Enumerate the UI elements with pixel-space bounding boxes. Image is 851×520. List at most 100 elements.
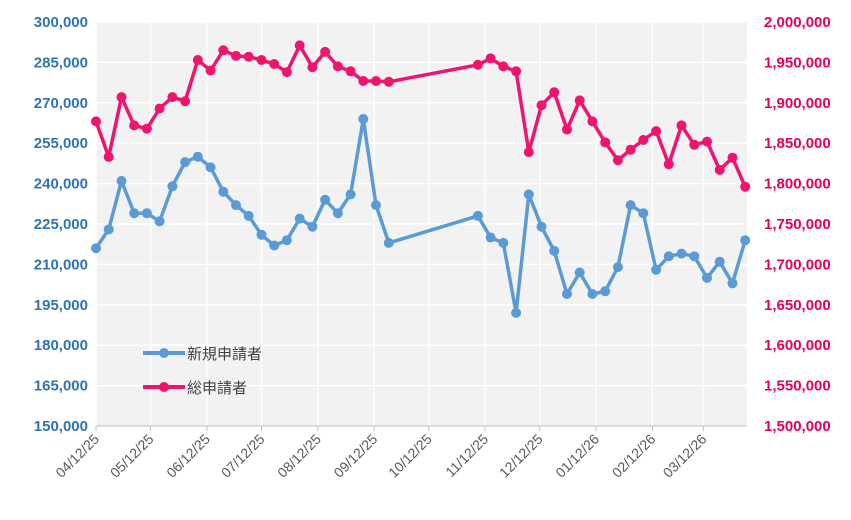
data-point-new (345, 189, 356, 200)
data-point-total (269, 59, 280, 69)
series-layer (91, 40, 751, 318)
data-point-new (256, 229, 267, 240)
left-tick-label: 150,000 (34, 418, 88, 435)
x-tick-label: 01/12/26 (552, 431, 602, 481)
data-point-new (180, 157, 191, 168)
data-point-total (651, 126, 662, 137)
right-tick-label: 1,500,000 (764, 418, 831, 435)
series-line-total (94, 43, 747, 188)
data-point-new (129, 208, 140, 219)
data-point-new (714, 256, 725, 267)
right-tick-label: 1,850,000 (764, 135, 831, 152)
x-tick-label: 11/12/25 (442, 431, 491, 480)
data-point-total (256, 55, 267, 65)
data-point-total (498, 61, 509, 72)
data-point-total (358, 76, 369, 86)
data-point-total (638, 135, 649, 145)
data-point-total (485, 53, 496, 64)
x-tick-label: 04/12/25 (52, 431, 102, 481)
data-point-new (702, 272, 712, 283)
data-point-total (562, 124, 572, 135)
data-point-total (180, 96, 191, 107)
left-tick-label: 240,000 (34, 176, 88, 193)
data-point-total (574, 95, 585, 106)
data-point-new (269, 240, 280, 251)
data-point-total (167, 92, 178, 103)
right-tick-label: 1,950,000 (764, 54, 831, 71)
x-tick-label: 10/12/25 (385, 431, 435, 481)
x-tick-label: 07/12/25 (218, 431, 268, 481)
data-point-new (498, 237, 509, 248)
data-point-total (218, 45, 229, 56)
data-point-total (129, 120, 140, 131)
legend-item-new: 新規申請者 (143, 345, 262, 363)
data-point-new (612, 262, 623, 273)
data-point-total (587, 116, 598, 127)
data-point-new (472, 210, 483, 221)
data-point-new (574, 267, 585, 278)
data-point-new (536, 221, 547, 232)
legend-marker-new (159, 348, 169, 358)
x-tick-label: 05/12/25 (107, 431, 157, 481)
data-point-total (383, 76, 394, 87)
data-point-new (116, 175, 127, 186)
x-tick-label: 12/12/25 (496, 431, 546, 481)
data-point-new (549, 245, 560, 256)
data-point-new (141, 208, 152, 219)
data-point-new (307, 221, 318, 232)
gridlines (95, 21, 747, 426)
data-point-total (625, 144, 636, 155)
data-point-total (103, 151, 114, 162)
data-point-total (320, 46, 331, 57)
data-point-new (383, 237, 394, 248)
legend-label-total: 総申請者 (187, 379, 247, 397)
data-point-total (523, 147, 534, 158)
data-point-total (116, 92, 127, 103)
data-point-total (676, 120, 687, 131)
data-point-new (358, 114, 369, 124)
right-axis-ticks: 1,500,000 1,550,000 1,600,000 1,650,000 1,70… (764, 14, 831, 435)
data-point-new (523, 189, 534, 200)
data-point-total (536, 100, 547, 111)
data-point-total (600, 137, 611, 148)
data-point-new (689, 251, 700, 262)
data-point-total (549, 87, 560, 98)
right-tick-label: 1,700,000 (764, 256, 831, 273)
data-point-total (332, 61, 343, 72)
right-tick-label: 1,750,000 (764, 216, 831, 233)
data-point-new (167, 181, 178, 192)
data-point-new (294, 213, 305, 224)
data-point-new (511, 307, 522, 318)
data-point-new (103, 224, 114, 235)
x-tick-label: 02/12/26 (609, 431, 659, 481)
data-point-new (562, 289, 572, 299)
data-point-new (205, 162, 216, 173)
right-tick-label: 2,000,000 (764, 14, 831, 31)
data-point-total (281, 67, 292, 78)
data-point-total (231, 50, 241, 61)
series-line-new (94, 117, 747, 315)
right-tick-label: 1,900,000 (764, 95, 831, 112)
left-tick-label: 210,000 (34, 256, 88, 273)
data-point-total (307, 62, 318, 73)
data-point-new (651, 264, 662, 275)
x-tick-label: 06/12/25 (163, 431, 213, 481)
left-tick-label: 180,000 (34, 337, 88, 354)
legend-marker-total (159, 382, 169, 392)
legend-label-new: 新規申請者 (187, 345, 262, 363)
data-point-total (294, 40, 305, 51)
left-axis-ticks: 150,000 165,000 180,000 195,000 210,000 225,0… (34, 14, 88, 435)
data-point-total (702, 136, 712, 147)
left-tick-label: 195,000 (34, 297, 88, 314)
data-point-new (281, 235, 292, 246)
data-point-new (727, 278, 738, 289)
data-point-total (91, 116, 101, 127)
data-point-new (320, 194, 331, 205)
x-tick-label: 09/12/25 (330, 431, 380, 481)
data-point-total (205, 65, 216, 76)
right-tick-label: 1,550,000 (764, 378, 831, 395)
data-point-total (714, 164, 725, 175)
data-point-total (727, 152, 738, 163)
left-tick-label: 255,000 (34, 135, 88, 152)
